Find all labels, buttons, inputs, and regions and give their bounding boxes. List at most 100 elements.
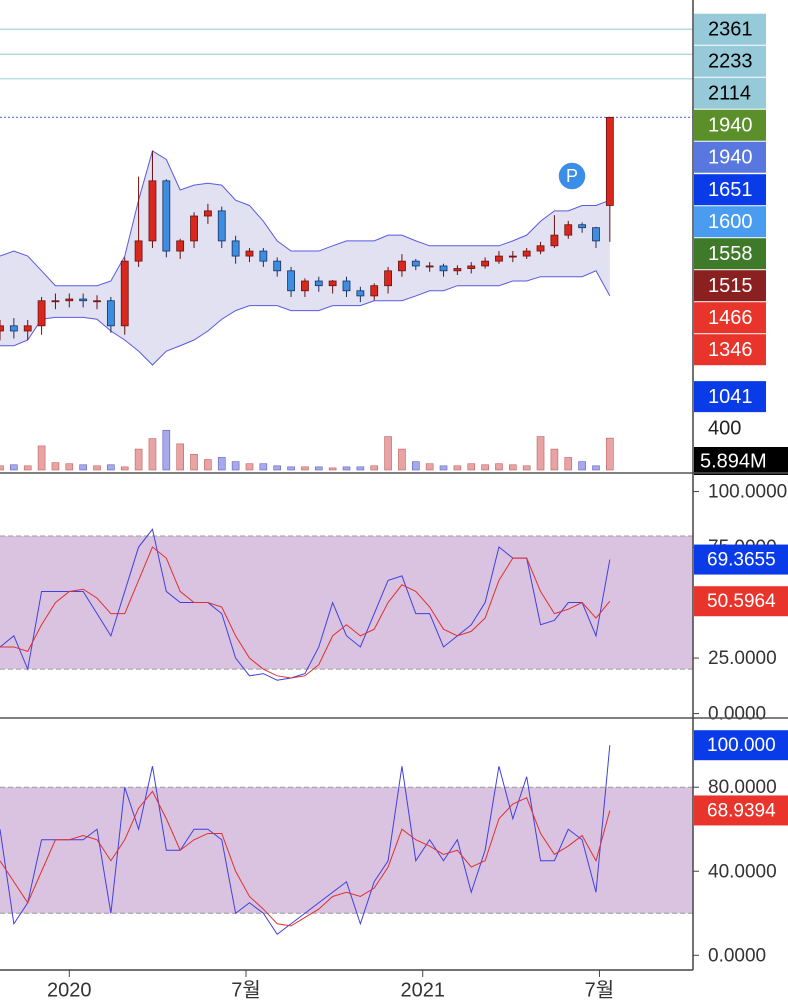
- candle-body: [370, 285, 379, 297]
- value-tag: [694, 795, 788, 826]
- volume-bar: [606, 437, 614, 471]
- value-tag-label: 69.3655: [707, 550, 776, 571]
- candle-body: [9, 325, 18, 332]
- volume-tag: [694, 447, 788, 475]
- candle: [578, 222, 587, 233]
- volume-bar: [481, 464, 489, 471]
- candle: [370, 283, 379, 301]
- volume-bar: [10, 464, 18, 471]
- price-tag: [694, 206, 766, 238]
- x-tick-label: 2021: [400, 979, 445, 1001]
- candle: [564, 220, 573, 239]
- volume-bar: [120, 466, 129, 471]
- candle-body: [453, 268, 462, 272]
- y-tick-label: 80.0000: [708, 777, 777, 798]
- candle: [398, 254, 406, 277]
- volume-bar: [453, 465, 462, 471]
- price-tag: [694, 381, 766, 413]
- candle: [592, 226, 600, 248]
- volume-tick-label: 400: [708, 417, 741, 439]
- candle-body: [231, 240, 240, 257]
- y-tick-label: 0.0000: [708, 704, 766, 725]
- price-tag: [694, 109, 766, 141]
- candle: [314, 276, 323, 292]
- candle: [259, 247, 268, 267]
- candle: [439, 263, 448, 277]
- price-tag: [694, 302, 766, 334]
- signal-marker-circle: [557, 161, 587, 191]
- y-tick-label: 100.0000: [708, 482, 787, 503]
- candle-body: [328, 280, 337, 287]
- candle: [453, 265, 462, 276]
- price-tag: [694, 77, 766, 109]
- candle-body: [217, 210, 226, 242]
- candle-body: [398, 260, 406, 272]
- candle-body: [259, 250, 268, 262]
- candle: [287, 266, 295, 297]
- candle-body: [23, 325, 32, 332]
- value-tag: [694, 730, 788, 761]
- volume-bar: [65, 463, 74, 471]
- price-tag-label: 1466: [708, 307, 753, 329]
- x-tick-label: 7월: [585, 978, 615, 1001]
- candle: [93, 295, 101, 310]
- candle-body: [522, 250, 531, 257]
- volume-bar: [231, 461, 240, 471]
- candle-body: [439, 265, 448, 272]
- candle: [51, 293, 60, 310]
- candle-body: [162, 180, 171, 252]
- volume-bar: [134, 448, 143, 471]
- price-tag: [694, 141, 766, 173]
- candle-body: [37, 300, 46, 327]
- candle-body: [65, 298, 74, 302]
- candle: [273, 257, 282, 277]
- volume-bar: [550, 448, 559, 471]
- series-line: [0, 790, 611, 927]
- volume-bar: [259, 463, 268, 471]
- price-tag-label: 2233: [708, 51, 753, 73]
- value-tag-label: 50.5964: [707, 591, 776, 612]
- candle: [356, 286, 365, 303]
- candle: [0, 319, 4, 341]
- price-tag: [694, 270, 766, 302]
- volume-bar: [37, 445, 46, 471]
- price-tag-label: 1940: [708, 147, 753, 169]
- value-tag: [694, 586, 788, 617]
- candle: [342, 276, 351, 297]
- candle-body: [481, 260, 490, 267]
- volume-bar: [425, 463, 434, 471]
- volume-bar: [398, 448, 406, 471]
- candle: [495, 251, 503, 264]
- candle: [301, 278, 309, 297]
- candle-body: [106, 300, 115, 327]
- candle-body: [467, 265, 476, 269]
- candle: [411, 258, 420, 271]
- candle: [245, 247, 254, 263]
- price-tag-label: 1600: [708, 211, 753, 233]
- candle-body: [356, 290, 365, 297]
- volume-bar: [411, 461, 420, 471]
- volume-bar: [93, 465, 101, 471]
- candle-body: [301, 280, 309, 292]
- candle: [190, 212, 198, 248]
- candle: [23, 319, 32, 341]
- candle-body: [51, 300, 60, 303]
- candle: [231, 235, 240, 264]
- volume-bar: [439, 465, 448, 471]
- candle-body: [384, 270, 392, 287]
- volume-bar: [370, 465, 379, 471]
- volume-bar: [245, 463, 254, 471]
- candle-body: [245, 250, 254, 257]
- candle-body: [411, 260, 420, 267]
- volume-bar: [509, 464, 517, 471]
- price-tag-label: 2114: [708, 83, 751, 105]
- volume-bar: [273, 465, 282, 471]
- candle-body: [148, 180, 157, 242]
- volume-bar: [564, 457, 573, 471]
- candle: [328, 280, 337, 294]
- price-tag-label: 1346: [708, 339, 753, 361]
- volume-bar: [148, 438, 157, 471]
- candle: [79, 293, 88, 308]
- candle: [550, 215, 559, 248]
